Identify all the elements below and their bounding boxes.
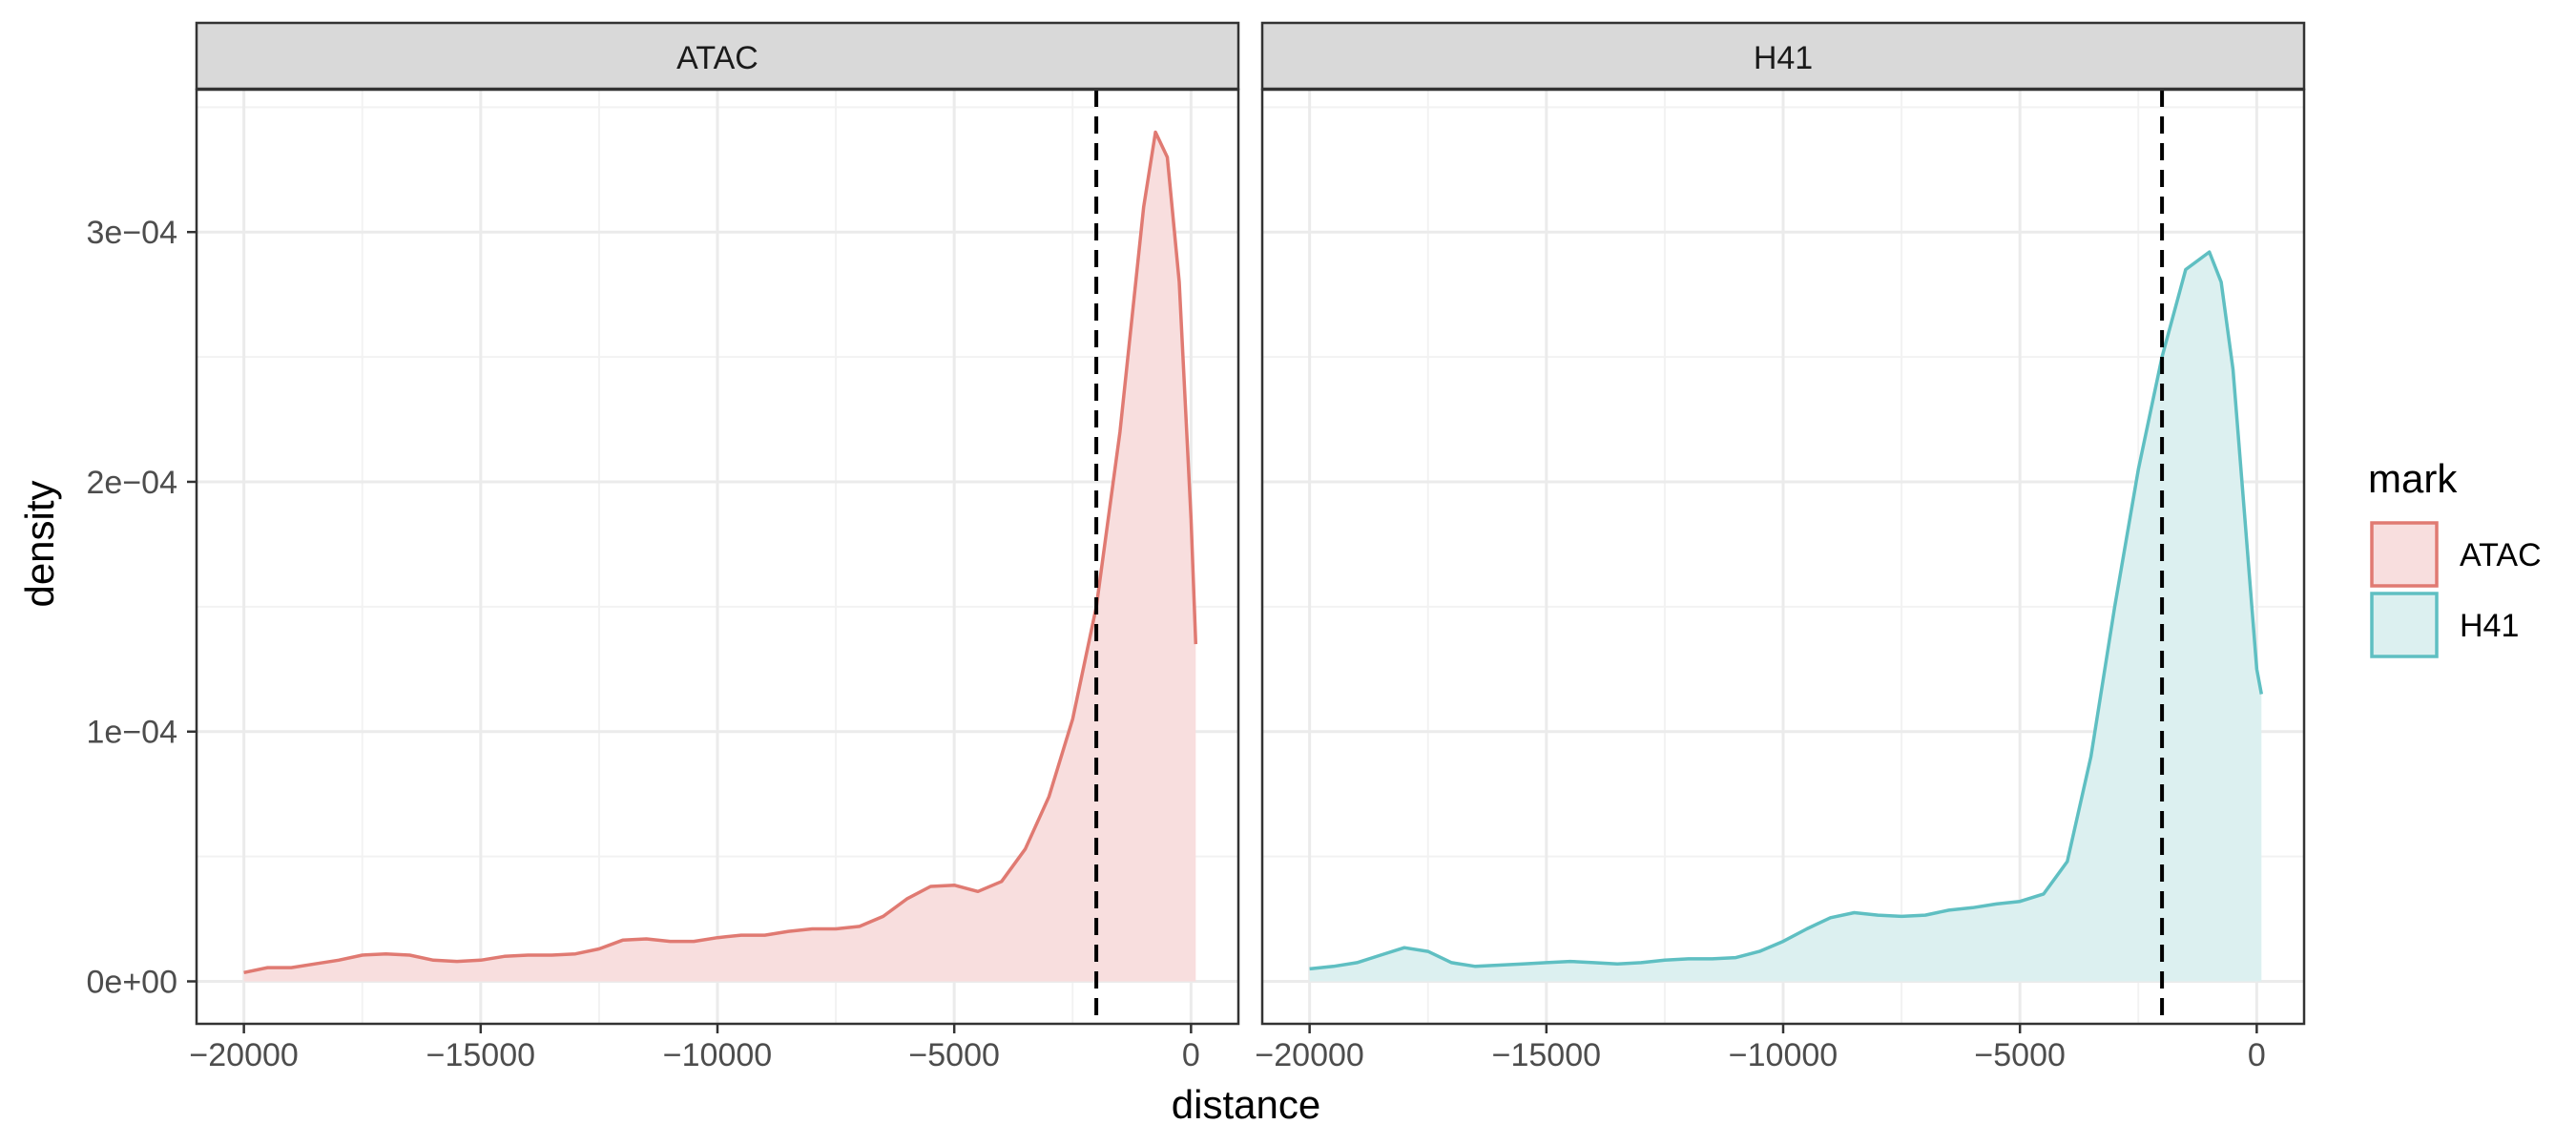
facet-strip bbox=[195, 21, 1240, 91]
facet-strip-label: ATAC bbox=[676, 40, 758, 76]
panels-layer: ATAC H41 bbox=[195, 21, 2306, 1026]
x-tick-label: −10000 bbox=[1729, 1037, 1838, 1073]
x-axis-title: distance bbox=[1172, 1082, 1320, 1127]
legend-key-h41 bbox=[2370, 592, 2439, 658]
facet-strip bbox=[1260, 21, 2306, 91]
y-tick-label: 2e−04 bbox=[87, 465, 178, 501]
x-tick-label: 0 bbox=[1182, 1037, 1200, 1073]
axes-layer: −20000 −15000 −10000 −5000 0 −20000 −15000 −100… bbox=[87, 215, 2266, 1073]
density-line-atac bbox=[243, 130, 1198, 975]
legend-label: H41 bbox=[2460, 608, 2519, 644]
y-tick-label: 1e−04 bbox=[87, 715, 178, 751]
density-area-atac bbox=[243, 132, 1196, 982]
y-tick-label: 0e+00 bbox=[87, 965, 178, 1001]
density-line-h41 bbox=[1309, 250, 2264, 971]
x-tick-label: −15000 bbox=[426, 1037, 535, 1073]
legend-label: ATAC bbox=[2460, 537, 2542, 573]
legend: mark ATAC H41 bbox=[2368, 456, 2542, 658]
facet-strip-label: H41 bbox=[1754, 40, 1813, 76]
x-tick-label: −20000 bbox=[189, 1037, 298, 1073]
x-tick-label: −15000 bbox=[1492, 1037, 1601, 1073]
x-tick-label: −20000 bbox=[1255, 1037, 1363, 1073]
x-tick-label: −5000 bbox=[1974, 1037, 2066, 1073]
panel-atac: ATAC bbox=[195, 21, 1240, 1026]
x-tick-label: −5000 bbox=[908, 1037, 1000, 1073]
y-axis-title: density bbox=[17, 480, 62, 607]
x-tick-label: 0 bbox=[2248, 1037, 2266, 1073]
legend-key-atac bbox=[2370, 521, 2439, 588]
legend-title: mark bbox=[2368, 456, 2458, 501]
density-area-h41 bbox=[1309, 252, 2262, 982]
y-tick-label: 3e−04 bbox=[87, 215, 178, 251]
x-tick-label: −10000 bbox=[663, 1037, 772, 1073]
panel-h41: H41 bbox=[1260, 21, 2306, 1026]
